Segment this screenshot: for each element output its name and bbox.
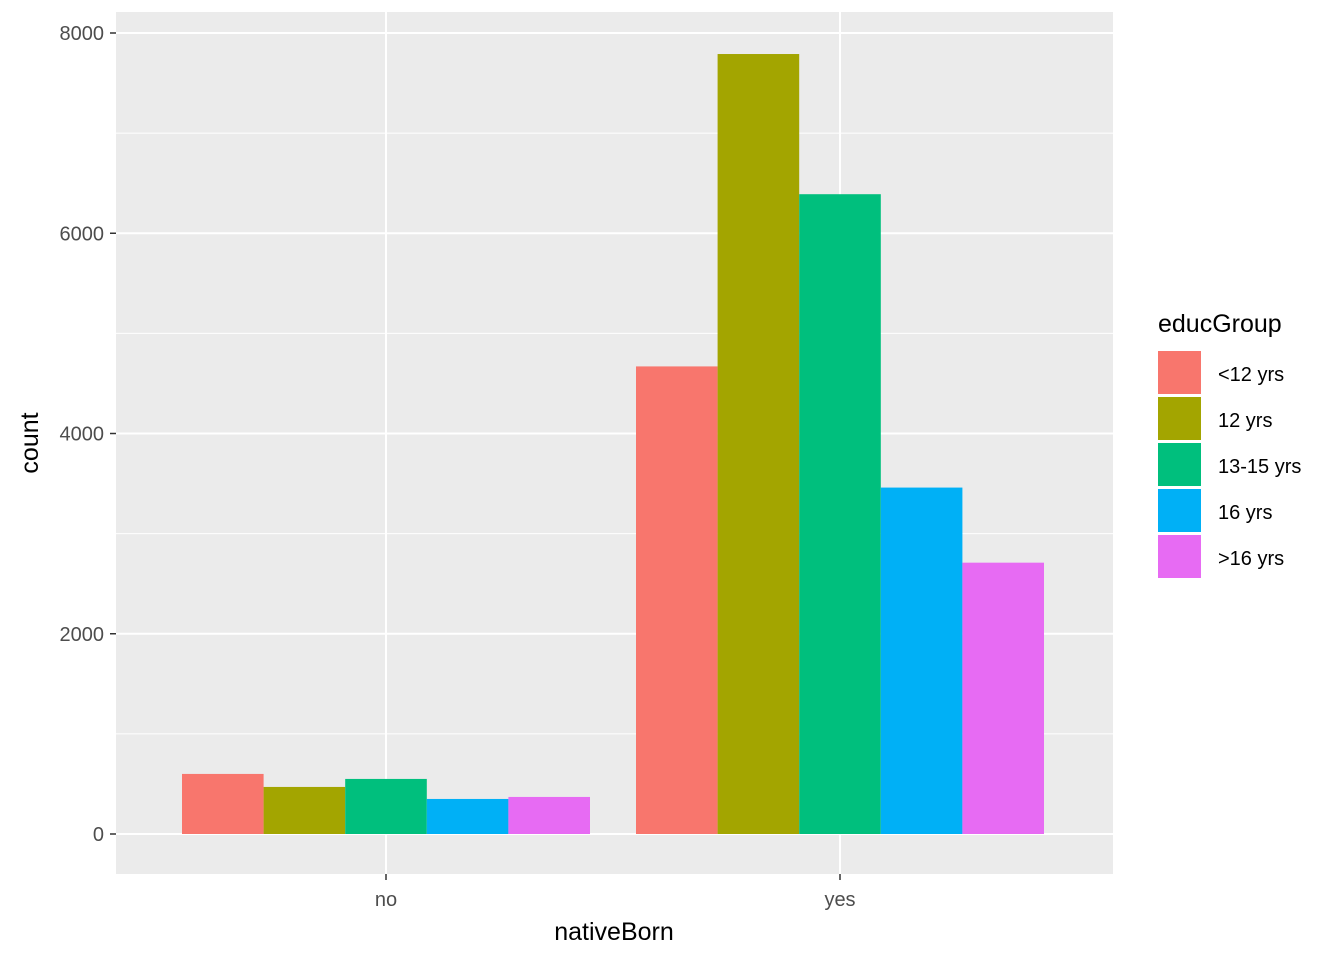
- bar: [880, 487, 963, 834]
- y-tick-label: 4000: [60, 424, 105, 446]
- bar: [426, 798, 509, 834]
- legend-label: >16 yrs: [1218, 548, 1284, 570]
- x-tick-label: yes: [824, 889, 855, 911]
- legend-label: <12 yrs: [1218, 364, 1284, 386]
- legend-key: [1158, 351, 1201, 394]
- y-tick-label: 6000: [60, 223, 105, 245]
- bar: [636, 366, 718, 834]
- x-axis-title: nativeBorn: [554, 918, 674, 946]
- bar: [962, 562, 1044, 834]
- legend-label: 13-15 yrs: [1218, 456, 1301, 478]
- bar: [345, 778, 427, 834]
- bar: [263, 786, 346, 834]
- legend-key: [1158, 397, 1201, 440]
- x-tick-label: no: [375, 889, 397, 911]
- bars: [182, 54, 1044, 835]
- bar: [508, 796, 590, 834]
- bar: [182, 773, 264, 834]
- legend-key: [1158, 489, 1201, 532]
- bar: [799, 194, 881, 835]
- y-tick-label: 0: [93, 824, 104, 846]
- x-axis: no yes: [375, 874, 856, 911]
- bar: [717, 54, 800, 835]
- legend-label: 12 yrs: [1218, 410, 1272, 432]
- y-tick-label: 2000: [60, 624, 105, 646]
- legend-title: educGroup: [1158, 310, 1282, 338]
- y-axis: 0 2000 4000 6000 8000: [60, 23, 116, 846]
- legend-label: 16 yrs: [1218, 502, 1272, 524]
- legend-key: [1158, 443, 1201, 486]
- y-tick-label: 8000: [60, 23, 105, 45]
- y-axis-title: count: [16, 412, 44, 473]
- legend: educGroup <12 yrs 12 yrs 13-15 yrs 16 yrs >1…: [1158, 310, 1301, 578]
- legend-key: [1158, 535, 1201, 578]
